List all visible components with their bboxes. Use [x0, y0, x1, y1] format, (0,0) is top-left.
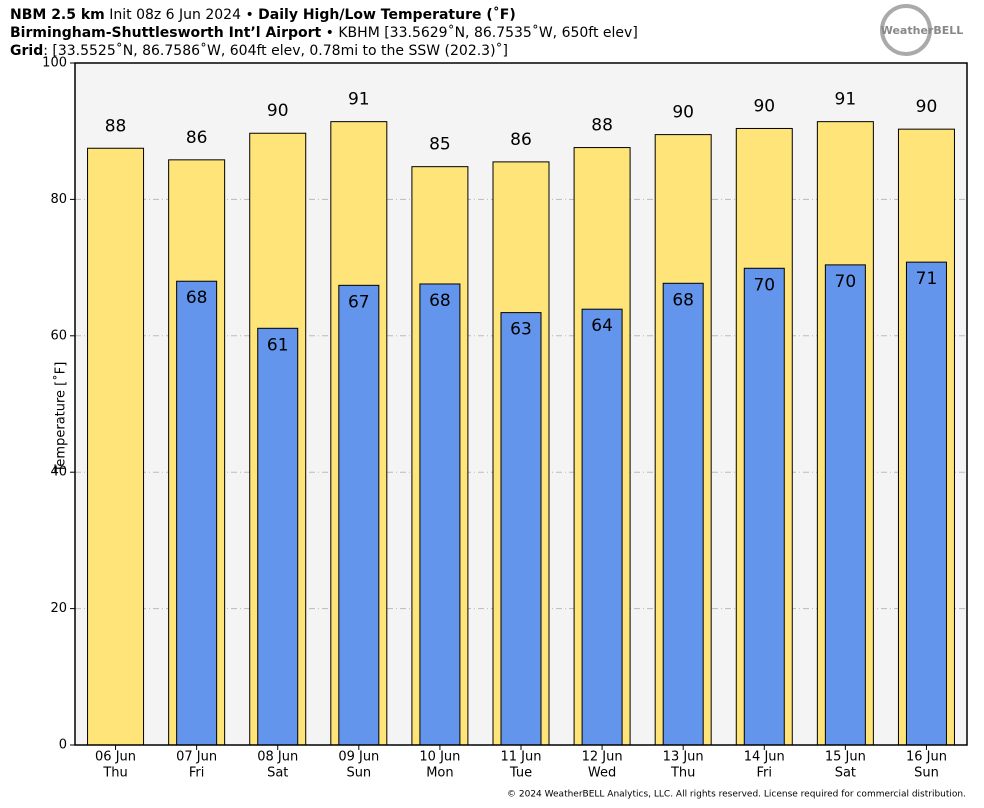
- x-tick-label: 15 Jun: [825, 750, 866, 765]
- low-bar: [824, 264, 866, 746]
- title-line: Birmingham-Shuttlesworth Int’l Airport •…: [10, 24, 638, 41]
- x-tick-day: Sat: [835, 766, 856, 781]
- x-tick-day: Fri: [189, 766, 205, 781]
- x-tick-label: 13 Jun: [663, 750, 704, 765]
- value-label: 85: [429, 135, 451, 155]
- value-label: 61: [267, 335, 289, 355]
- value-label: 63: [510, 320, 532, 340]
- low-bar: [176, 280, 218, 746]
- x-tick-label: 12 Jun: [582, 750, 623, 765]
- low-bar: [419, 283, 461, 746]
- x-tick-label: 06 Jun: [95, 750, 136, 765]
- y-axis-label: Temperature [˚F]: [53, 362, 69, 474]
- x-tick-label: 10 Jun: [419, 750, 460, 765]
- x-tick-day: Mon: [426, 766, 453, 781]
- x-tick-label: 16 Jun: [906, 750, 947, 765]
- value-label: 91: [835, 90, 857, 110]
- title-segment: Grid: [10, 43, 43, 59]
- y-tick-label: 60: [50, 328, 67, 343]
- title-segment: Daily High/Low Temperature (˚F): [258, 6, 516, 23]
- title-segment: • KBHM [33.5629˚N, 86.7535˚W, 650ft elev…: [321, 24, 638, 41]
- title-segment: Birmingham-Shuttlesworth Int’l Airport: [10, 25, 322, 41]
- low-bar: [257, 327, 299, 746]
- y-tick-label: 0: [59, 738, 67, 753]
- title-segment: : [33.5525˚N, 86.7586˚W, 604ft elev, 0.7…: [43, 42, 508, 59]
- title-segment: Init 08z 6 Jun 2024 •: [105, 7, 258, 23]
- value-label: 70: [753, 275, 775, 295]
- x-tick-label: 09 Jun: [338, 750, 379, 765]
- low-bar: [743, 267, 785, 746]
- value-label: 68: [186, 288, 208, 308]
- x-tick-day: Sun: [346, 766, 371, 781]
- low-bar: [500, 312, 542, 746]
- x-tick-day: Tue: [509, 766, 532, 781]
- low-bar: [662, 282, 704, 746]
- value-label: 86: [186, 128, 208, 148]
- x-tick-label: 14 Jun: [744, 750, 785, 765]
- y-tick-label: 40: [50, 465, 67, 480]
- low-bar: [905, 261, 947, 746]
- y-tick-label: 80: [50, 192, 67, 207]
- title-line: NBM 2.5 km Init 08z 6 Jun 2024 • Daily H…: [10, 6, 516, 23]
- x-tick-label: 08 Jun: [257, 750, 298, 765]
- low-bar: [338, 284, 380, 746]
- y-tick-label: 20: [50, 601, 67, 616]
- title-segment: NBM 2.5 km: [10, 7, 105, 23]
- value-label: 88: [105, 116, 127, 136]
- x-tick-day: Sun: [914, 766, 939, 781]
- value-label: 88: [591, 116, 613, 136]
- x-tick-day: Sat: [267, 766, 288, 781]
- x-tick-label: 07 Jun: [176, 750, 217, 765]
- x-tick-day: Thu: [670, 766, 695, 781]
- value-label: 90: [753, 96, 775, 116]
- x-tick-label: 11 Jun: [501, 750, 542, 765]
- value-label: 90: [267, 101, 289, 121]
- value-label: 86: [510, 130, 532, 150]
- x-tick-day: Thu: [102, 766, 127, 781]
- value-label: 91: [348, 90, 370, 110]
- plot-frame: [74, 62, 968, 746]
- footer: © 2024 WeatherBELL Analytics, LLC. All r…: [507, 790, 966, 800]
- value-label: 70: [835, 272, 857, 292]
- value-label: 64: [591, 316, 613, 336]
- title-line: Grid: [33.5525˚N, 86.7586˚W, 604ft elev,…: [10, 42, 508, 59]
- value-label: 68: [672, 290, 694, 310]
- high-bar: [87, 147, 145, 746]
- value-label: 90: [672, 103, 694, 123]
- x-tick-day: Fri: [757, 766, 773, 781]
- value-label: 71: [916, 269, 938, 289]
- y-tick-label: 100: [42, 56, 67, 71]
- x-tick-day: Wed: [588, 766, 616, 781]
- logo: WeatherBELL: [880, 4, 964, 56]
- value-label: 68: [429, 291, 451, 311]
- logo-text: WeatherBELL: [881, 24, 964, 37]
- value-label: 67: [348, 292, 370, 312]
- value-label: 90: [916, 97, 938, 117]
- low-bar: [581, 308, 623, 746]
